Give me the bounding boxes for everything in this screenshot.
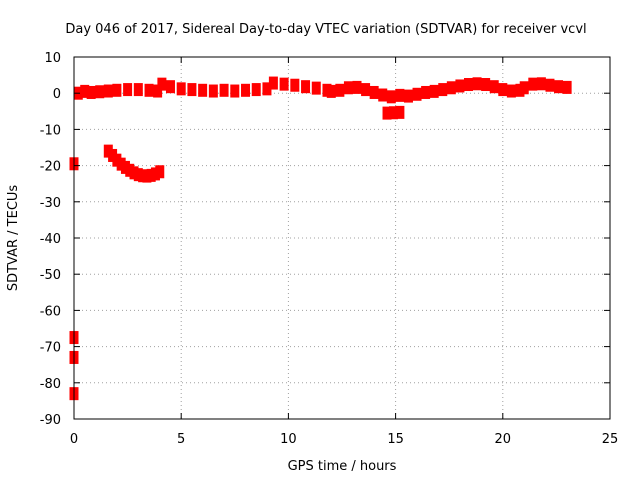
data-point: [157, 77, 167, 91]
data-point: [386, 90, 396, 104]
data-point: [86, 85, 96, 99]
data-point: [352, 80, 362, 94]
data-point: [112, 83, 122, 97]
data-point: [489, 80, 499, 94]
data-point: [230, 84, 240, 98]
data-point: [343, 81, 353, 95]
data-point: [208, 84, 218, 98]
data-point: [472, 77, 482, 91]
y-axis-label: SDTVAR / TECUs: [6, 185, 21, 292]
data-point: [378, 88, 388, 102]
y-tick-label: 0: [53, 87, 61, 102]
data-point: [554, 80, 564, 94]
x-tick-label: 20: [495, 432, 512, 447]
data-point: [395, 88, 405, 102]
data-point: [290, 78, 300, 92]
x-tick-label: 25: [602, 432, 619, 447]
data-point: [279, 77, 289, 91]
y-tick-label: -30: [40, 196, 61, 211]
data-point: [268, 76, 278, 90]
data-point: [311, 81, 321, 95]
data-point: [545, 78, 555, 92]
y-tick-label: 10: [44, 51, 61, 66]
data-point: [301, 80, 311, 94]
data-point: [369, 85, 379, 99]
data-point: [165, 80, 175, 94]
data-point: [536, 77, 546, 91]
y-tick-label: -50: [40, 268, 61, 283]
data-point: [251, 83, 261, 97]
data-point: [198, 83, 208, 97]
data-point: [403, 89, 413, 103]
data-point: [562, 80, 572, 94]
y-tick-label: -80: [40, 377, 61, 392]
y-tick-label: -20: [40, 160, 61, 175]
data-point: [144, 83, 154, 97]
y-tick-label: -60: [40, 304, 61, 319]
x-tick-label: 10: [280, 432, 297, 447]
data-point: [123, 83, 133, 97]
chart-title: Day 046 of 2017, Sidereal Day-to-day VTE…: [65, 22, 586, 37]
data-point: [446, 81, 456, 95]
data-point: [412, 87, 422, 101]
x-axis-label: GPS time / hours: [288, 459, 397, 474]
data-point: [103, 84, 113, 98]
data-point: [519, 81, 529, 95]
data-point: [498, 83, 508, 97]
x-tick-label: 0: [70, 432, 78, 447]
data-point: [429, 84, 439, 98]
data-point: [95, 85, 105, 99]
data-point: [481, 78, 491, 92]
y-tick-label: -90: [40, 413, 61, 428]
data-point: [133, 83, 143, 97]
axis-ticks: 0 5 10 15 20 25 10 0 -10 -20 -30 -40 -50 -60 -70 -80 -90: [40, 51, 619, 447]
y-tick-label: -10: [40, 123, 61, 138]
data-point: [455, 79, 465, 93]
data-point: [241, 83, 251, 97]
data-point: [438, 83, 448, 97]
data-point: [335, 83, 345, 97]
data-point: [395, 105, 405, 119]
data-point: [219, 83, 229, 97]
data-point: [326, 84, 336, 98]
x-tick-label: 15: [387, 432, 404, 447]
y-tick-label: -70: [40, 341, 61, 356]
data-point: [361, 83, 371, 97]
data-point: [463, 78, 473, 92]
y-tick-label: -40: [40, 232, 61, 247]
x-tick-label: 5: [177, 432, 185, 447]
data-point: [506, 84, 516, 98]
data-point: [528, 77, 538, 91]
data-point: [176, 82, 186, 96]
data-point: [155, 165, 165, 179]
data-point: [421, 85, 431, 99]
data-point: [187, 83, 197, 97]
